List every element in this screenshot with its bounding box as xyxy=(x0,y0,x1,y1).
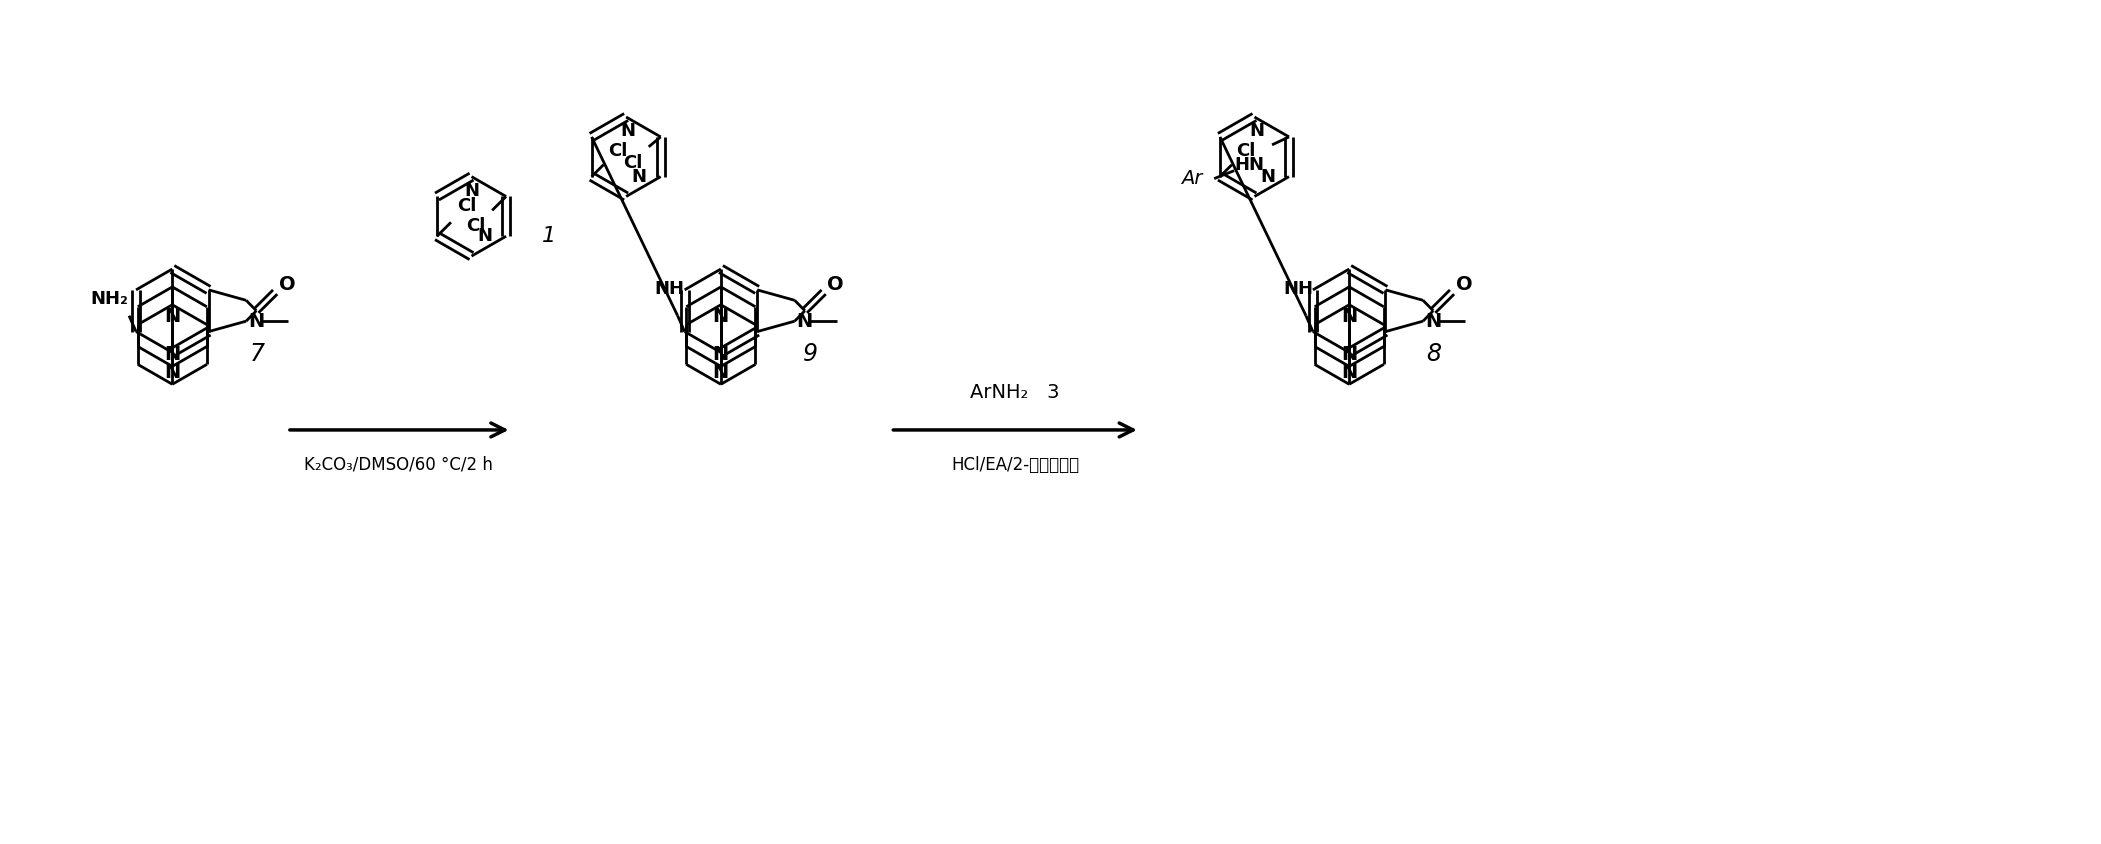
Text: Cl: Cl xyxy=(1235,142,1256,160)
Text: N: N xyxy=(164,363,181,381)
Text: O: O xyxy=(279,274,296,294)
Text: O: O xyxy=(1456,274,1473,294)
Text: N: N xyxy=(620,122,637,140)
Text: N: N xyxy=(477,227,492,246)
Text: HCl/EA/2-甲氧基乙醇: HCl/EA/2-甲氧基乙醇 xyxy=(952,456,1080,473)
Text: Cl: Cl xyxy=(466,217,485,235)
Text: N: N xyxy=(712,307,729,326)
Text: 8: 8 xyxy=(1427,343,1441,366)
Text: 7: 7 xyxy=(250,343,265,366)
Text: N: N xyxy=(164,307,181,326)
Text: N: N xyxy=(164,345,181,364)
Text: Cl: Cl xyxy=(607,142,628,160)
Text: NH: NH xyxy=(1284,280,1313,298)
Text: K₂CO₃/DMSO/60 °C/2 h: K₂CO₃/DMSO/60 °C/2 h xyxy=(305,456,494,473)
Text: HN: HN xyxy=(1233,155,1265,174)
Text: O: O xyxy=(828,274,845,294)
Text: 1: 1 xyxy=(542,226,557,246)
Text: N: N xyxy=(1340,307,1357,326)
Text: N: N xyxy=(632,168,647,186)
Text: N: N xyxy=(1248,122,1265,140)
Text: Cl: Cl xyxy=(458,197,477,215)
Text: N: N xyxy=(712,345,729,364)
Text: N: N xyxy=(796,311,813,331)
Text: N: N xyxy=(248,311,265,331)
Text: N: N xyxy=(712,363,729,381)
Text: N: N xyxy=(464,181,479,199)
Text: Ar: Ar xyxy=(1181,169,1202,188)
Text: N: N xyxy=(1424,311,1441,331)
Text: 9: 9 xyxy=(803,343,817,366)
Text: NH₂: NH₂ xyxy=(90,289,128,308)
Text: N: N xyxy=(1340,363,1357,381)
Text: Cl: Cl xyxy=(624,154,643,171)
Text: N: N xyxy=(1261,168,1275,186)
Text: N: N xyxy=(1340,345,1357,364)
Text: NH: NH xyxy=(656,280,685,298)
Text: ArNH₂   3: ArNH₂ 3 xyxy=(971,382,1059,402)
